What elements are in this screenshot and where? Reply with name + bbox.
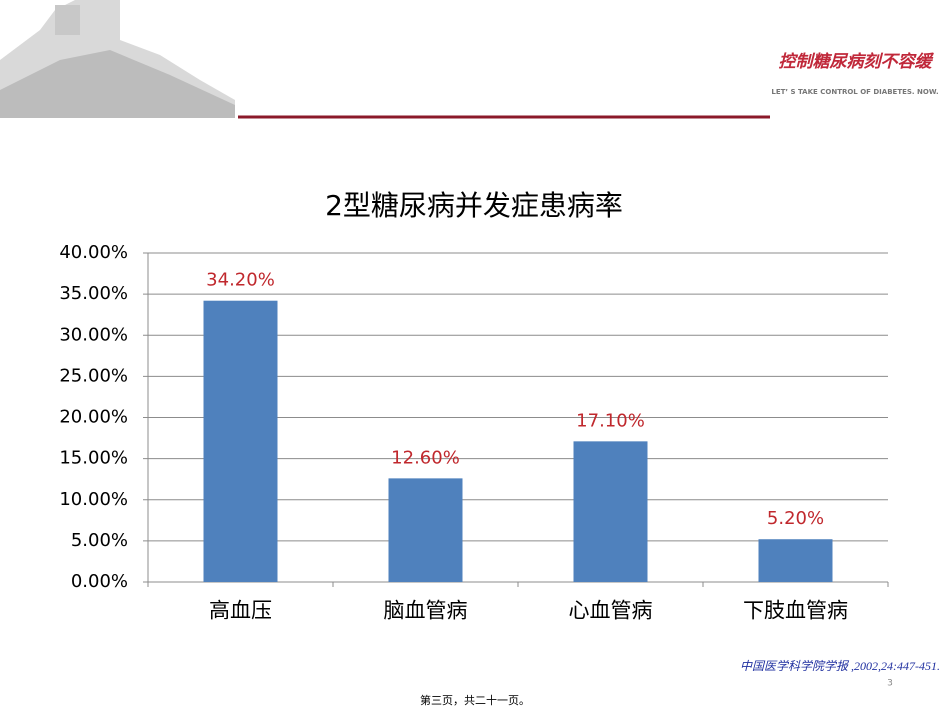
citation: 中国医学科学院学报 ,2002,24:447-451. (740, 659, 940, 673)
value-label: 12.60% (391, 447, 460, 468)
value-label: 34.20% (206, 270, 275, 291)
y-tick-label: 40.00% (59, 242, 128, 263)
slide-number: 3 (887, 679, 893, 689)
slogan: 控制糖尿病刻不容缓 (779, 52, 935, 72)
tagline: LET’ S TAKE CONTROL OF DIABETES. NOW. (771, 88, 938, 96)
y-tick-label: 15.00% (59, 448, 128, 469)
y-tick-label: 10.00% (59, 489, 128, 510)
chart-title: 2型糖尿病并发症患病率 (325, 189, 623, 222)
x-tick-label: 下肢血管病 (743, 599, 848, 623)
y-tick-label: 30.00% (59, 324, 128, 345)
great-wall-decoration (0, 0, 235, 118)
x-tick-label: 高血压 (209, 599, 272, 623)
value-label: 5.20% (767, 508, 824, 529)
y-tick-label: 25.00% (59, 365, 128, 386)
bar (203, 300, 278, 582)
bar (573, 441, 648, 582)
bar (388, 478, 463, 582)
y-tick-label: 0.00% (71, 571, 128, 592)
bar (758, 539, 833, 582)
y-tick-label: 35.00% (59, 283, 128, 304)
page-info: 第三页，共二十一页。 (420, 693, 530, 707)
x-tick-label: 心血管病 (569, 599, 653, 623)
value-label: 17.10% (576, 410, 645, 431)
x-tick-label: 脑血管病 (384, 599, 468, 623)
y-tick-label: 5.00% (71, 530, 128, 551)
y-tick-label: 20.00% (59, 407, 128, 428)
